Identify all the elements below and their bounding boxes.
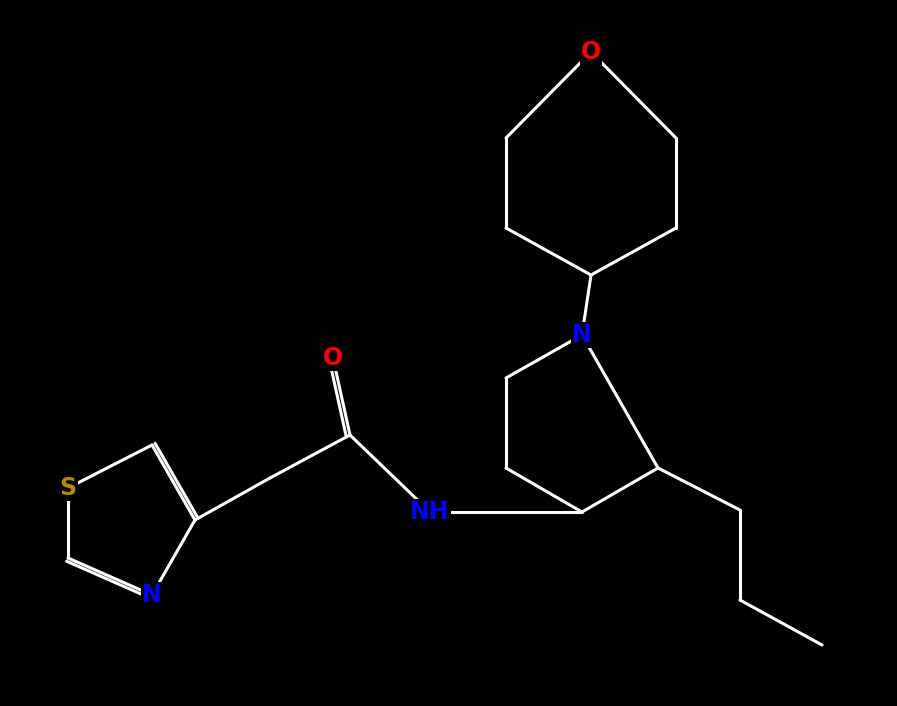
Text: NH: NH	[410, 500, 449, 524]
Text: O: O	[581, 40, 601, 64]
Text: N: N	[572, 323, 592, 347]
Text: N: N	[142, 583, 161, 607]
Text: S: S	[59, 476, 76, 500]
Text: O: O	[323, 346, 343, 370]
